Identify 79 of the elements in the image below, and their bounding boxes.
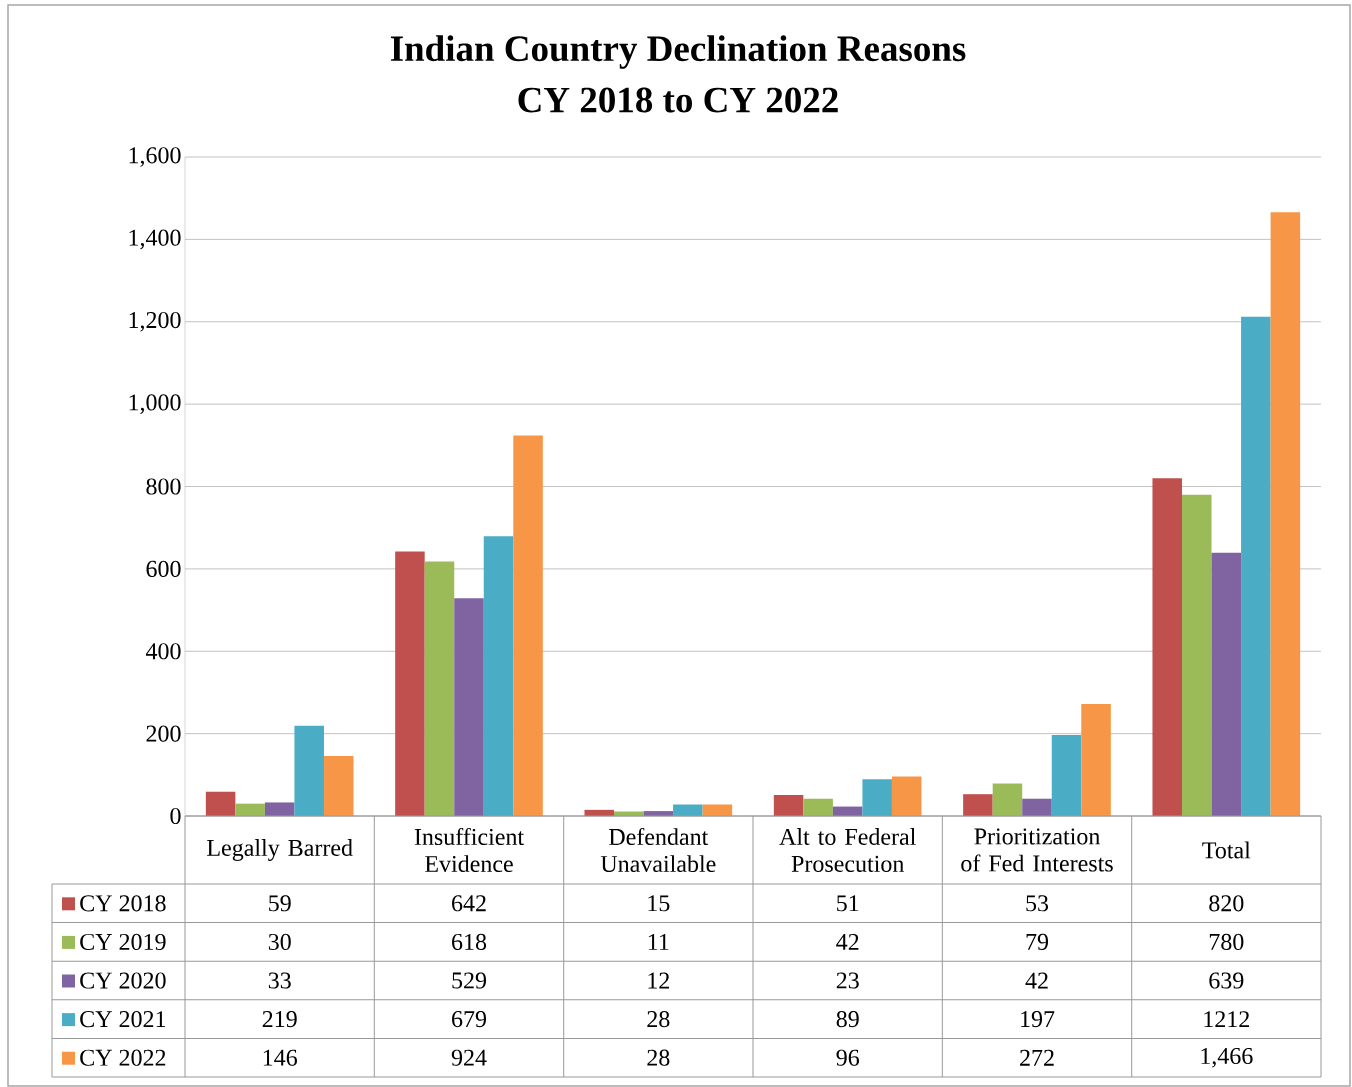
data-label: 42 — [1025, 972, 1048, 989]
bar — [1182, 494, 1212, 817]
y-tick-label: 400 — [145, 643, 181, 660]
data-label: 924 — [451, 1049, 487, 1066]
bar — [1241, 316, 1271, 817]
legend-label: CY 2020 — [80, 972, 166, 989]
bar — [395, 551, 425, 817]
data-label: 1212 — [1204, 1011, 1249, 1028]
x-tick-label: Total — [1202, 841, 1251, 859]
data-label: 618 — [452, 933, 487, 951]
x-tick-label: Insufficient Evidence — [414, 827, 524, 873]
legend-label: CY 2022 — [80, 1049, 166, 1066]
x-tick-label: Legally Barred — [207, 839, 353, 861]
data-label: 679 — [452, 1011, 487, 1028]
bar — [513, 435, 543, 817]
x-tick-label: Defendant Unavailable — [600, 827, 716, 873]
y-tick-label: 0 — [170, 807, 181, 825]
bar — [294, 725, 324, 817]
data-label: 33 — [268, 972, 291, 989]
bar — [235, 803, 265, 817]
data-label: 1,466 — [1201, 1047, 1253, 1068]
y-tick-label: 1,400 — [129, 229, 181, 250]
bar — [1152, 478, 1182, 817]
data-label: 642 — [452, 895, 486, 912]
bar — [454, 598, 484, 817]
y-tick-label: 200 — [146, 725, 181, 742]
legend-label: CY 2021 — [80, 1011, 166, 1028]
bar — [323, 755, 354, 817]
data-label: 780 — [1209, 933, 1244, 951]
bar — [1211, 552, 1242, 817]
legend-label: CY 2018 — [80, 895, 166, 912]
data-label: 96 — [836, 1049, 859, 1066]
legend-label: CY 2019 — [80, 933, 166, 951]
bar — [483, 536, 514, 817]
bar — [963, 794, 993, 817]
bar — [264, 802, 295, 817]
chart-title: Indian Country Declination Reasons — [390, 35, 966, 69]
data-label: 15 — [648, 895, 670, 912]
data-label: 23 — [836, 972, 859, 989]
chart-subtitle: CY 2018 to CY 2022 — [518, 87, 838, 113]
bar — [1022, 798, 1052, 817]
bar — [205, 791, 236, 817]
bar — [862, 779, 892, 817]
data-label: 11 — [648, 933, 669, 950]
bar — [702, 804, 733, 817]
data-label: 51 — [837, 895, 859, 912]
bar — [614, 811, 644, 817]
data-label: 79 — [1026, 933, 1049, 950]
y-tick-label: 1,600 — [129, 147, 181, 167]
data-label: 219 — [262, 1011, 297, 1028]
data-label: 272 — [1020, 1049, 1054, 1066]
data-label: 89 — [836, 1011, 859, 1028]
data-label: 529 — [452, 972, 487, 989]
data-label: 639 — [1209, 972, 1244, 989]
bar — [992, 783, 1023, 817]
y-tick-label: 600 — [146, 560, 181, 577]
data-label: 42 — [836, 933, 859, 950]
data-label: 59 — [269, 895, 291, 912]
bar — [773, 795, 804, 817]
data-label: 30 — [268, 933, 291, 951]
bar — [1051, 734, 1082, 817]
data-label: 820 — [1209, 895, 1244, 912]
data-label: 53 — [1026, 895, 1049, 912]
x-tick-label: Alt to Federal Prosecution — [779, 828, 916, 872]
bar — [891, 776, 922, 817]
data-label: 28 — [647, 1049, 670, 1066]
y-tick-label: 1,200 — [129, 311, 181, 332]
data-label: 28 — [647, 1011, 670, 1028]
y-tick-label: 1,000 — [129, 394, 181, 414]
bar — [424, 561, 455, 817]
bar — [673, 804, 703, 817]
y-tick-label: 800 — [146, 478, 181, 495]
x-tick-label: Prioritization of Fed Interests — [961, 828, 1113, 872]
data-label: 12 — [648, 972, 669, 989]
bar — [1270, 212, 1301, 817]
data-label: 146 — [263, 1049, 297, 1066]
bar — [803, 798, 833, 817]
bar — [1081, 703, 1111, 817]
data-label: 197 — [1021, 1011, 1055, 1028]
